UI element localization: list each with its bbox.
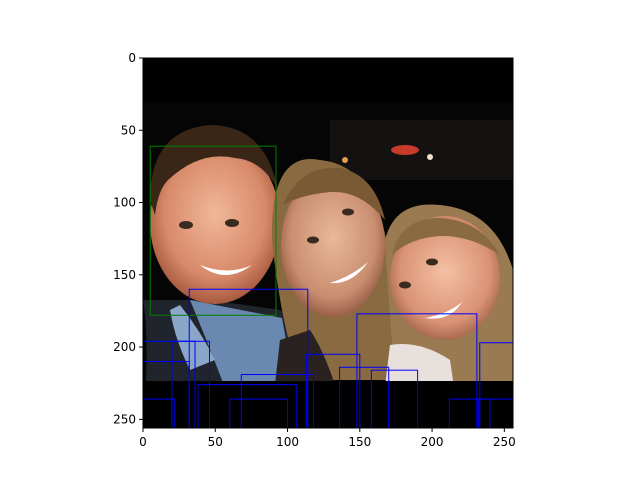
y-tick-label: 50 xyxy=(121,123,136,137)
x-tick-label: 150 xyxy=(348,435,371,449)
x-tick-label: 200 xyxy=(421,435,444,449)
y-tick-label: 200 xyxy=(113,340,136,354)
bounding-box-blue-15 xyxy=(143,398,176,428)
bounding-box-blue-11 xyxy=(370,369,419,428)
bounding-box-blue-5 xyxy=(143,361,190,428)
bounding-box-blue-1 xyxy=(188,288,309,428)
y-tick-label: 100 xyxy=(113,196,136,210)
bounding-box-blue-10 xyxy=(339,366,390,428)
x-tick-label: 0 xyxy=(139,435,147,449)
y-tick-label: 150 xyxy=(113,268,136,282)
bounding-box-blue-14 xyxy=(229,398,289,428)
y-tick-label: 0 xyxy=(128,51,136,65)
bounding-box-blue-6 xyxy=(171,340,196,428)
bounding-box-green-0 xyxy=(149,145,277,316)
axes-frame xyxy=(142,57,514,429)
bounding-box-blue-12 xyxy=(448,398,491,428)
x-tick-label: 250 xyxy=(493,435,516,449)
bounding-box-blue-2 xyxy=(356,313,478,428)
bounding-box-blue-7 xyxy=(197,384,297,428)
bounding-box-blue-9 xyxy=(305,353,361,428)
bounding-box-blue-13 xyxy=(477,398,513,428)
x-tick-label: 50 xyxy=(208,435,223,449)
y-tick-label: 250 xyxy=(113,412,136,426)
bounding-box-blue-3 xyxy=(479,342,513,428)
bounding-box-blue-8 xyxy=(240,374,315,428)
photo-image xyxy=(143,58,513,428)
x-tick-label: 100 xyxy=(276,435,299,449)
